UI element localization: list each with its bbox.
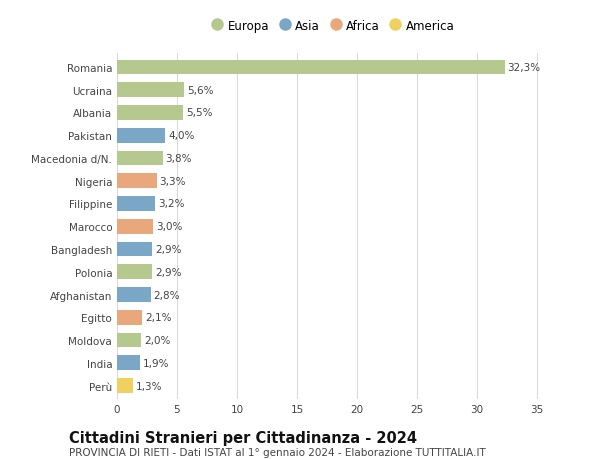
Bar xyxy=(117,129,165,143)
Text: 2,8%: 2,8% xyxy=(154,290,180,300)
Bar xyxy=(117,310,142,325)
Bar xyxy=(117,219,153,234)
Bar xyxy=(117,151,163,166)
Bar xyxy=(117,265,152,280)
Text: 2,0%: 2,0% xyxy=(144,335,170,345)
Text: 3,3%: 3,3% xyxy=(160,176,186,186)
Text: 4,0%: 4,0% xyxy=(168,131,194,141)
Text: 2,1%: 2,1% xyxy=(145,313,172,323)
Legend: Europa, Asia, Africa, America: Europa, Asia, Africa, America xyxy=(206,15,460,38)
Bar xyxy=(117,333,141,347)
Text: 1,9%: 1,9% xyxy=(143,358,169,368)
Text: 1,3%: 1,3% xyxy=(136,381,162,391)
Bar xyxy=(117,61,505,75)
Text: 3,2%: 3,2% xyxy=(158,199,185,209)
Bar xyxy=(117,174,157,189)
Text: 2,9%: 2,9% xyxy=(155,245,181,254)
Bar xyxy=(117,106,183,121)
Bar xyxy=(117,196,155,212)
Bar xyxy=(117,378,133,393)
Text: PROVINCIA DI RIETI - Dati ISTAT al 1° gennaio 2024 - Elaborazione TUTTITALIA.IT: PROVINCIA DI RIETI - Dati ISTAT al 1° ge… xyxy=(69,447,486,457)
Text: 3,0%: 3,0% xyxy=(156,222,182,232)
Text: 32,3%: 32,3% xyxy=(508,63,541,73)
Text: Cittadini Stranieri per Cittadinanza - 2024: Cittadini Stranieri per Cittadinanza - 2… xyxy=(69,431,417,446)
Text: 2,9%: 2,9% xyxy=(155,267,181,277)
Bar xyxy=(117,242,152,257)
Bar xyxy=(117,83,184,98)
Bar xyxy=(117,287,151,302)
Bar xyxy=(117,356,140,370)
Text: 5,6%: 5,6% xyxy=(187,85,214,95)
Text: 5,5%: 5,5% xyxy=(186,108,212,118)
Text: 3,8%: 3,8% xyxy=(166,154,192,163)
